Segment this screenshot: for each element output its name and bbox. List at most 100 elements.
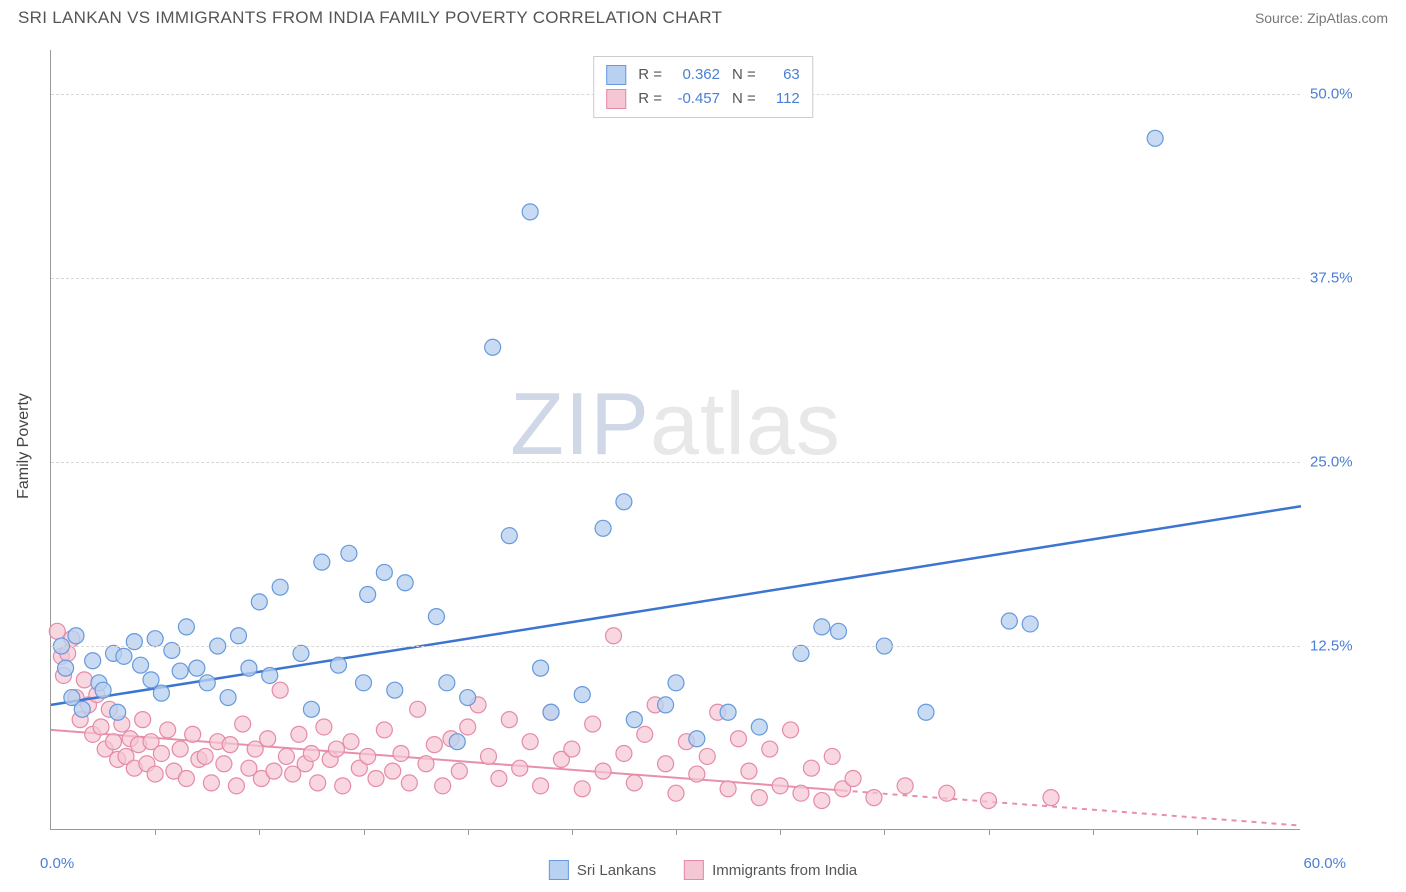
data-point	[574, 687, 590, 703]
data-point	[543, 704, 559, 720]
data-point	[689, 731, 705, 747]
x-axis-start-label: 0.0%	[40, 855, 74, 872]
data-point	[356, 675, 372, 691]
data-point	[310, 775, 326, 791]
data-point	[731, 731, 747, 747]
stats-legend-box: R =0.362N =63R =-0.457N =112	[593, 56, 813, 118]
x-tick	[1197, 829, 1198, 835]
chart-title: SRI LANKAN VS IMMIGRANTS FROM INDIA FAMI…	[18, 8, 722, 28]
data-point	[262, 667, 278, 683]
data-point	[199, 675, 215, 691]
x-tick	[259, 829, 260, 835]
series-legend: Sri LankansImmigrants from India	[549, 860, 857, 880]
data-point	[460, 690, 476, 706]
data-point	[522, 734, 538, 750]
data-point	[116, 648, 132, 664]
data-point	[689, 766, 705, 782]
data-point	[222, 737, 238, 753]
data-point	[76, 672, 92, 688]
data-point	[153, 685, 169, 701]
data-point	[164, 642, 180, 658]
data-point	[501, 528, 517, 544]
grid-line	[51, 646, 1300, 647]
data-point	[606, 628, 622, 644]
data-point	[85, 653, 101, 669]
data-point	[616, 745, 632, 761]
x-tick	[676, 829, 677, 835]
x-tick	[1093, 829, 1094, 835]
x-tick	[572, 829, 573, 835]
data-point	[741, 763, 757, 779]
data-point	[918, 704, 934, 720]
data-point	[522, 204, 538, 220]
data-point	[328, 741, 344, 757]
data-point	[216, 756, 232, 772]
data-point	[126, 634, 142, 650]
chart-svg	[51, 50, 1300, 829]
data-point	[231, 628, 247, 644]
data-point	[74, 701, 90, 717]
x-axis-end-label: 60.0%	[1303, 855, 1346, 872]
data-point	[68, 628, 84, 644]
data-point	[376, 722, 392, 738]
legend-swatch	[606, 65, 626, 85]
data-point	[449, 734, 465, 750]
data-point	[335, 778, 351, 794]
data-point	[439, 675, 455, 691]
data-point	[272, 579, 288, 595]
data-point	[197, 748, 213, 764]
data-point	[939, 785, 955, 801]
data-point	[626, 775, 642, 791]
data-point	[172, 741, 188, 757]
data-point	[585, 716, 601, 732]
data-point	[626, 712, 642, 728]
n-label: N =	[732, 87, 756, 111]
chart-source: Source: ZipAtlas.com	[1255, 10, 1388, 26]
stats-legend-row: R =0.362N =63	[606, 63, 800, 87]
data-point	[316, 719, 332, 735]
x-tick	[155, 829, 156, 835]
legend-swatch	[684, 860, 704, 880]
data-point	[491, 770, 507, 786]
data-point	[418, 756, 434, 772]
y-tick-label: 12.5%	[1310, 638, 1380, 655]
data-point	[699, 748, 715, 764]
data-point	[824, 748, 840, 764]
data-point	[435, 778, 451, 794]
data-point	[331, 657, 347, 673]
data-point	[58, 660, 74, 676]
data-point	[135, 712, 151, 728]
data-point	[93, 719, 109, 735]
data-point	[172, 663, 188, 679]
n-label: N =	[732, 63, 756, 87]
x-tick	[468, 829, 469, 835]
data-point	[1147, 130, 1163, 146]
chart-plot-area: ZIPatlas 12.5%25.0%37.5%50.0%	[50, 50, 1300, 830]
data-point	[185, 726, 201, 742]
data-point	[814, 793, 830, 809]
data-point	[235, 716, 251, 732]
data-point	[303, 745, 319, 761]
data-point	[341, 545, 357, 561]
legend-swatch	[606, 89, 626, 109]
data-point	[241, 660, 257, 676]
data-point	[512, 760, 528, 776]
stats-legend-row: R =-0.457N =112	[606, 87, 800, 111]
data-point	[110, 704, 126, 720]
data-point	[451, 763, 467, 779]
data-point	[291, 726, 307, 742]
y-tick-label: 37.5%	[1310, 270, 1380, 287]
data-point	[1043, 790, 1059, 806]
x-tick	[989, 829, 990, 835]
data-point	[360, 748, 376, 764]
data-point	[401, 775, 417, 791]
data-point	[153, 745, 169, 761]
x-tick	[364, 829, 365, 835]
data-point	[751, 719, 767, 735]
data-point	[595, 763, 611, 779]
data-point	[272, 682, 288, 698]
data-point	[658, 756, 674, 772]
chart-header: SRI LANKAN VS IMMIGRANTS FROM INDIA FAMI…	[0, 0, 1406, 32]
data-point	[260, 731, 276, 747]
data-point	[393, 745, 409, 761]
